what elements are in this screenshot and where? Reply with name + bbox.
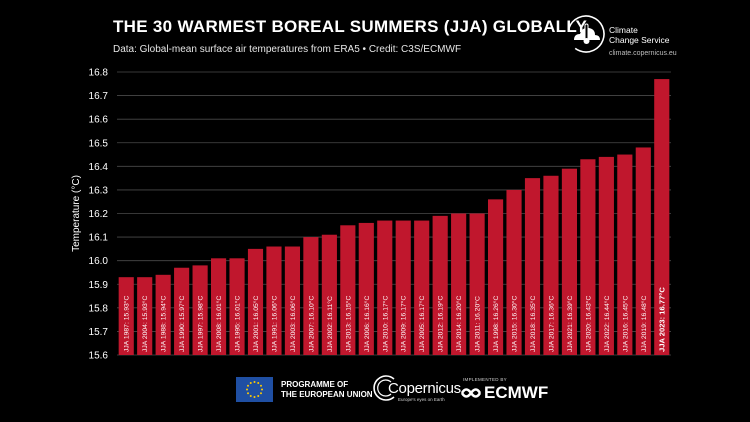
bar — [432, 215, 448, 355]
chart-subtitle: Data: Global-mean surface air temperatur… — [113, 44, 462, 55]
bar-label: JJA 2023: 16.77°C — [657, 287, 666, 352]
bar-label: JJA 2016: 16.45°C — [621, 296, 629, 352]
bar — [118, 277, 134, 355]
bar-label: JJA 1995: 16.01°C — [234, 296, 242, 352]
bar-label: JJA 2017: 16.36°C — [547, 296, 555, 352]
bar — [192, 265, 208, 355]
bar — [598, 156, 614, 355]
bar-label: JJA 2010: 16.17°C — [381, 296, 389, 352]
bar — [358, 222, 374, 355]
bar — [580, 159, 596, 355]
climate-change-service-icon — [567, 15, 605, 53]
bar — [414, 220, 430, 355]
ecmwf-wordmark: ECMWF — [484, 383, 549, 402]
bar-label: JJA 2009: 16.17°C — [400, 296, 408, 352]
bar — [266, 246, 282, 355]
bar-label: JJA 2003: 16.06°C — [289, 296, 297, 352]
bar — [506, 189, 522, 355]
copernicus-icon — [373, 375, 395, 401]
bar-label: JJA 2007: 16.10°C — [307, 296, 315, 352]
copernicus-wordmark: Copernicus — [388, 380, 461, 397]
c3s-name-line2: Change Service — [609, 35, 670, 45]
bar-label: JJA 2012: 16.19°C — [437, 296, 445, 352]
bar-label: JJA 2008: 16.01°C — [215, 296, 223, 352]
ecmwf-icon — [460, 388, 482, 398]
y-tick-label: 16.0 — [89, 256, 109, 267]
bar-label: JJA 1998: 16.26°C — [492, 296, 500, 352]
bar — [284, 246, 301, 355]
bar-label: JJA 1987: 15.93°C — [123, 296, 131, 352]
y-tick-label: 15.6 — [89, 351, 109, 362]
c3s-url: climate.copernicus.eu — [609, 50, 677, 57]
bar-label: JJA 2013: 16.15°C — [344, 296, 352, 352]
bar-label: JJA 2022: 16.44°C — [603, 296, 611, 352]
bar-label: JJA 1988: 15.94°C — [160, 296, 168, 352]
bar — [469, 213, 485, 355]
y-tick-label: 15.9 — [89, 280, 109, 291]
y-tick-label: 16.5 — [89, 138, 109, 149]
bar-label: JJA 2006: 16.16°C — [363, 296, 371, 352]
bar — [487, 199, 504, 355]
bar-label: JJA 2021: 16.39°C — [566, 296, 574, 352]
bar — [654, 79, 670, 355]
eu-flag-icon — [236, 377, 273, 402]
y-tick-label: 16.7 — [89, 91, 109, 102]
bar — [174, 267, 190, 355]
bar-label: JJA 2020: 16.43°C — [584, 296, 592, 352]
bar — [137, 277, 153, 355]
bar — [543, 175, 559, 355]
bar-label: JJA 1997: 15.98°C — [197, 296, 205, 352]
bar-label: JJA 2001: 16.05°C — [252, 296, 260, 352]
eu-programme-line2: THE EUROPEAN UNION — [281, 390, 373, 399]
bar — [340, 225, 356, 355]
eu-programme-line1: PROGRAMME OF — [281, 380, 349, 389]
y-tick-label: 15.8 — [89, 303, 109, 314]
y-tick-label: 16.4 — [89, 162, 109, 173]
y-tick-label: 16.2 — [89, 209, 109, 220]
chart-title: THE 30 WARMEST BOREAL SUMMERS (JJA) GLOB… — [113, 17, 588, 36]
bar — [617, 154, 633, 355]
y-tick-label: 15.7 — [89, 327, 109, 338]
bar-label: JJA 1990: 15.97°C — [178, 296, 186, 352]
bar-label: JJA 2019: 16.48°C — [640, 296, 648, 352]
bar — [155, 274, 171, 355]
bar-label: JJA 2011: 16.20°C — [474, 296, 482, 352]
y-tick-label: 16.1 — [89, 233, 109, 244]
bar-label: JJA 2002: 16.11°C — [326, 296, 334, 352]
bar-label: JJA 2014: 16.20°C — [455, 296, 463, 352]
bar — [247, 248, 264, 355]
bar — [210, 258, 227, 355]
copernicus-tagline: Europe's eyes on Earth — [398, 397, 445, 402]
y-axis-label: Temperature (°C) — [71, 175, 82, 252]
eu-programme-label: PROGRAMME OF THE EUROPEAN UNION — [281, 380, 373, 400]
bar — [524, 178, 541, 355]
bar-label: JJA 2005: 16.17°C — [418, 296, 426, 352]
bar — [395, 220, 411, 355]
c3s-name: Climate Change Service — [609, 25, 669, 45]
bar — [561, 168, 578, 355]
bar-label: JJA 2018: 16.35°C — [529, 296, 537, 352]
y-tick-label: 16.3 — [89, 185, 109, 196]
bar — [451, 213, 467, 355]
implemented-by-label: IMPLEMENTED BY — [463, 377, 507, 382]
bar-chart: 15.6 15.7 15.8 15.9 16.0 16.1 16.2 16.3 16.4 16.5… — [71, 68, 671, 362]
y-tick-label: 16.8 — [89, 68, 109, 79]
bar-label: JJA 2004: 15.93°C — [141, 296, 149, 352]
bar — [377, 220, 393, 355]
bar-label: JJA 1991: 16.06°C — [270, 296, 278, 352]
c3s-name-line1: Climate — [609, 25, 638, 35]
bar-label: JJA 2015: 16.30°C — [511, 296, 519, 352]
bar — [321, 234, 337, 355]
bar — [303, 237, 319, 355]
y-tick-label: 16.6 — [89, 115, 109, 126]
bar — [229, 258, 245, 355]
bar — [635, 147, 651, 355]
